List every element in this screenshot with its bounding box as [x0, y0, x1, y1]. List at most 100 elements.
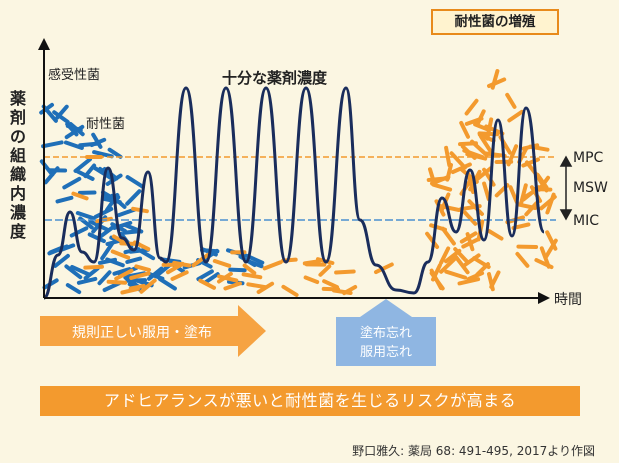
resistant-bacterium	[71, 191, 89, 201]
resistant-bacterium	[482, 181, 491, 202]
resistant-bacterium	[110, 249, 131, 260]
mic-label: MIC	[573, 213, 599, 229]
susceptible-bacterium	[246, 259, 264, 269]
resistant-bacterium	[444, 269, 467, 280]
susceptible-bacterium	[53, 253, 70, 268]
resistant-bacterium	[302, 259, 322, 266]
resistant-bacterium	[322, 279, 339, 290]
resistant-bacterium	[518, 183, 528, 207]
resistant-bacterium	[478, 134, 494, 155]
resistant-bacterium	[545, 192, 556, 215]
susceptible-bacterium	[78, 141, 99, 148]
susceptible-bacterium	[65, 124, 83, 133]
resistant-bacterium	[429, 223, 447, 232]
susceptible-bacterium	[75, 169, 95, 181]
susceptible-bacterium	[41, 140, 64, 149]
susceptible-bacterium	[92, 166, 113, 180]
resistant-bacterium	[444, 145, 452, 168]
resistant-bacterium	[465, 232, 475, 252]
resistant-bacterium	[429, 268, 443, 290]
susceptible-bacterium	[93, 207, 114, 219]
susceptible-bacterium	[55, 195, 74, 204]
resistant-bacterium	[425, 231, 440, 249]
resistant-bacterium	[487, 272, 495, 292]
resistant-bacterium	[198, 278, 216, 290]
sufficient-concentration-label: 十分な薬剤濃度	[222, 69, 328, 87]
resistant-bacterium	[114, 268, 134, 281]
resistant-bacterium	[241, 272, 263, 280]
susceptible-bacterium	[101, 190, 117, 202]
susceptible-bacterium	[107, 147, 123, 159]
resistant-bacterium	[505, 92, 517, 109]
resistant-bacterium	[303, 275, 320, 284]
susceptible-bacterium	[196, 269, 214, 282]
resistant-bacterium	[473, 166, 493, 183]
resistant-bacterium	[246, 282, 268, 290]
svg-text:服用忘れ: 服用忘れ	[360, 345, 412, 360]
resistant-bacterium	[318, 264, 332, 277]
resistant-bacterium	[463, 210, 478, 226]
resistant-bacterium	[120, 286, 140, 295]
susceptible-bacterium	[73, 157, 92, 173]
resistant-bacterium	[256, 281, 275, 294]
resistant-bacterium	[262, 260, 283, 271]
resistant-bacterium	[449, 151, 467, 170]
resistant-bacterium	[431, 182, 453, 192]
resistant-bacterium	[470, 139, 489, 158]
resistant-bacterium	[106, 279, 128, 285]
mpc-label: MPC	[573, 150, 604, 166]
susceptible-bacterium	[70, 264, 91, 277]
susceptible-bacterium	[125, 189, 142, 206]
resistant-bacterium	[439, 256, 457, 274]
regular-dosing-arrow: 規則正しい服用・塗布	[40, 305, 266, 357]
resistant-bacterium	[475, 109, 486, 127]
susceptible-bacterium	[203, 272, 220, 285]
resistant-bacterium	[507, 109, 524, 123]
susceptible-bacterium	[105, 173, 123, 186]
resistant-bacterium	[242, 263, 257, 275]
svg-text:薬剤の組織内濃度: 薬剤の組織内濃度	[9, 89, 27, 241]
resistant-bacterium	[191, 252, 210, 268]
resistant-bacterium	[321, 286, 341, 292]
resistant-bacterium	[428, 167, 437, 187]
resistant-bacterium	[485, 117, 494, 141]
resistant-bacterium	[134, 264, 151, 272]
resistant-label: 耐性菌	[86, 117, 125, 132]
susceptible-bacterium	[147, 266, 164, 281]
resistant-bacterium	[374, 262, 394, 275]
resistant-bacterium	[281, 284, 299, 297]
susceptible-label: 感受性菌	[48, 67, 100, 83]
susceptible-bacterium	[64, 264, 83, 280]
resistant-bacterium	[506, 144, 519, 167]
resistant-bacterium	[539, 246, 551, 269]
susceptible-bacterium	[62, 176, 82, 190]
resistant-bacterium	[457, 277, 481, 286]
susceptible-bacterium	[63, 140, 84, 150]
susceptible-bacterium	[100, 240, 115, 261]
resistant-bacterium	[445, 162, 453, 182]
resistant-bacterium	[453, 254, 470, 275]
msw-bracket	[559, 155, 573, 221]
susceptible-bacterium	[125, 256, 143, 264]
susceptible-bacterium	[52, 110, 70, 124]
susceptible-bacterium	[92, 150, 114, 159]
resistant-bacterium	[472, 256, 491, 269]
x-axis-label: 時間	[554, 292, 582, 308]
resistant-bacterium	[515, 251, 530, 268]
resistant-bacterium	[334, 269, 356, 275]
missed-dose-arrow: 塗布忘れ 服用忘れ	[336, 299, 436, 366]
resistant-bacterium	[464, 98, 479, 116]
resistant-increase-title: 耐性菌の増殖	[431, 9, 559, 35]
source-citation: 野口雅久: 薬局 68: 491-495, 2017より作図	[352, 444, 595, 458]
resistant-bacterium	[111, 234, 129, 246]
resistant-bacterium	[426, 176, 450, 182]
resistant-bacterium	[484, 151, 507, 158]
resistant-bacterium	[524, 201, 539, 217]
adherence-warning-banner: アドヒアランスが悪いと耐性菌を生じるリスクが高まる	[40, 386, 580, 416]
susceptible-bacterium	[138, 248, 156, 261]
resistant-bacterium	[467, 199, 484, 216]
resistant-bacterium	[466, 271, 485, 282]
susceptible-bacterium	[97, 270, 112, 286]
svg-text:規則正しい服用・塗布: 規則正しい服用・塗布	[72, 324, 212, 341]
